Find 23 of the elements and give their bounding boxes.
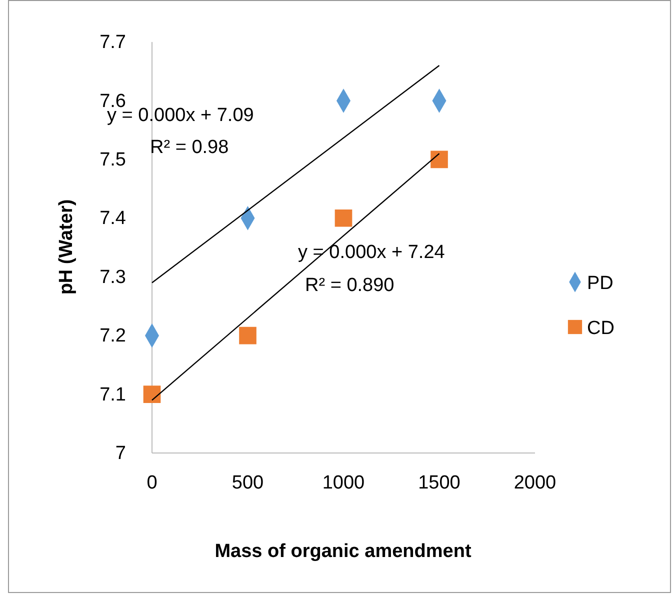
y-tick-label: 7.1 [100, 384, 126, 406]
x-tick-label: 1000 [322, 472, 365, 494]
y-tick-label: 7.2 [100, 326, 126, 347]
x-tick-label: 500 [232, 472, 264, 494]
x-tick-label: 2000 [514, 472, 556, 494]
annotation: R² = 0.98 [150, 137, 229, 158]
point [430, 150, 448, 168]
y-axis-title: pH (Water) [56, 199, 77, 295]
x-tick-label: 1500 [418, 472, 460, 494]
x-tick-label: 0 [146, 472, 158, 494]
y-tick-label: 7.3 [100, 266, 126, 288]
x-axis-title: Mass of organic amendment [214, 541, 472, 562]
annotation: R² = 0.890 [305, 275, 394, 296]
point [239, 326, 256, 344]
y-tick-label: 7.4 [100, 208, 126, 230]
y-tick-label: 7.6 [100, 90, 126, 112]
y-tick-label: 7.7 [100, 32, 126, 54]
y-tick-label: 7 [115, 443, 126, 464]
legend-label: CD [587, 318, 614, 339]
y-tick-label: 7.5 [100, 150, 126, 171]
point [143, 386, 161, 403]
point [334, 209, 352, 227]
legend-label: PD [587, 273, 614, 294]
